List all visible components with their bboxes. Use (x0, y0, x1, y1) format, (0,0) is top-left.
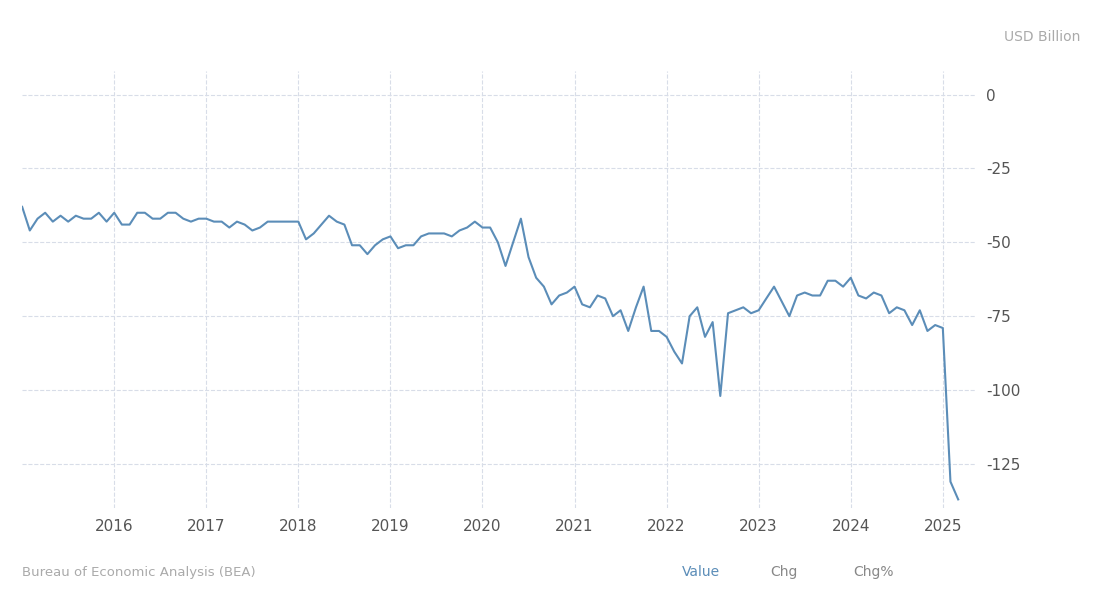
Text: Value: Value (681, 565, 719, 579)
Text: Chg%: Chg% (853, 565, 894, 579)
Text: USD Billion: USD Billion (1004, 30, 1080, 44)
Text: Chg: Chg (770, 565, 798, 579)
Text: Bureau of Economic Analysis (BEA): Bureau of Economic Analysis (BEA) (22, 566, 256, 579)
